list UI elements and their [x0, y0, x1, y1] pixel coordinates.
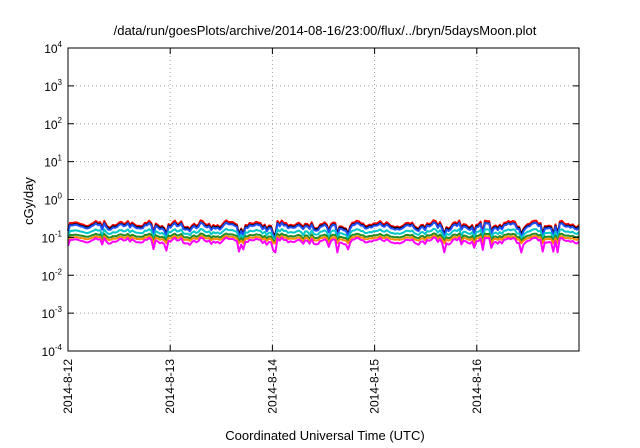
y-axis-label: cGy/day [21, 177, 36, 225]
x-tick-label: 2014-8-14 [265, 359, 279, 414]
x-tick-label: 2014-8-13 [163, 359, 177, 414]
x-tick-label: 2014-8-12 [61, 359, 75, 414]
y-tick-label: 101 [44, 154, 62, 170]
y-tick-label: 104 [44, 40, 62, 56]
y-tick-labels: 10-4 10-3 10-2 10-1 100 101 102 103 104 [42, 40, 63, 359]
y-tick-label: 103 [44, 78, 62, 94]
y-tick-label: 10-4 [42, 343, 63, 359]
x-axis-label: Coordinated Universal Time (UTC) [225, 428, 424, 443]
chart-title: /data/run/goesPlots/archive/2014-08-16/2… [114, 23, 537, 38]
grid [68, 48, 579, 351]
axis-ticks [67, 47, 579, 352]
y-tick-label: 100 [44, 192, 62, 208]
plot-series [67, 219, 580, 254]
series-line [67, 221, 580, 239]
series-line [67, 236, 580, 254]
x-tick-label: 2014-8-15 [368, 359, 382, 414]
y-tick-label: 10-2 [42, 267, 63, 283]
x-tick-labels: 2014-8-12 2014-8-13 2014-8-14 2014-8-15 2014… [61, 359, 484, 414]
y-tick-label: 10-3 [42, 305, 63, 321]
series-line [67, 234, 580, 245]
y-tick-label: 102 [44, 116, 62, 132]
x-tick-label: 2014-8-16 [470, 359, 484, 414]
y-tick-label: 10-1 [42, 229, 63, 245]
